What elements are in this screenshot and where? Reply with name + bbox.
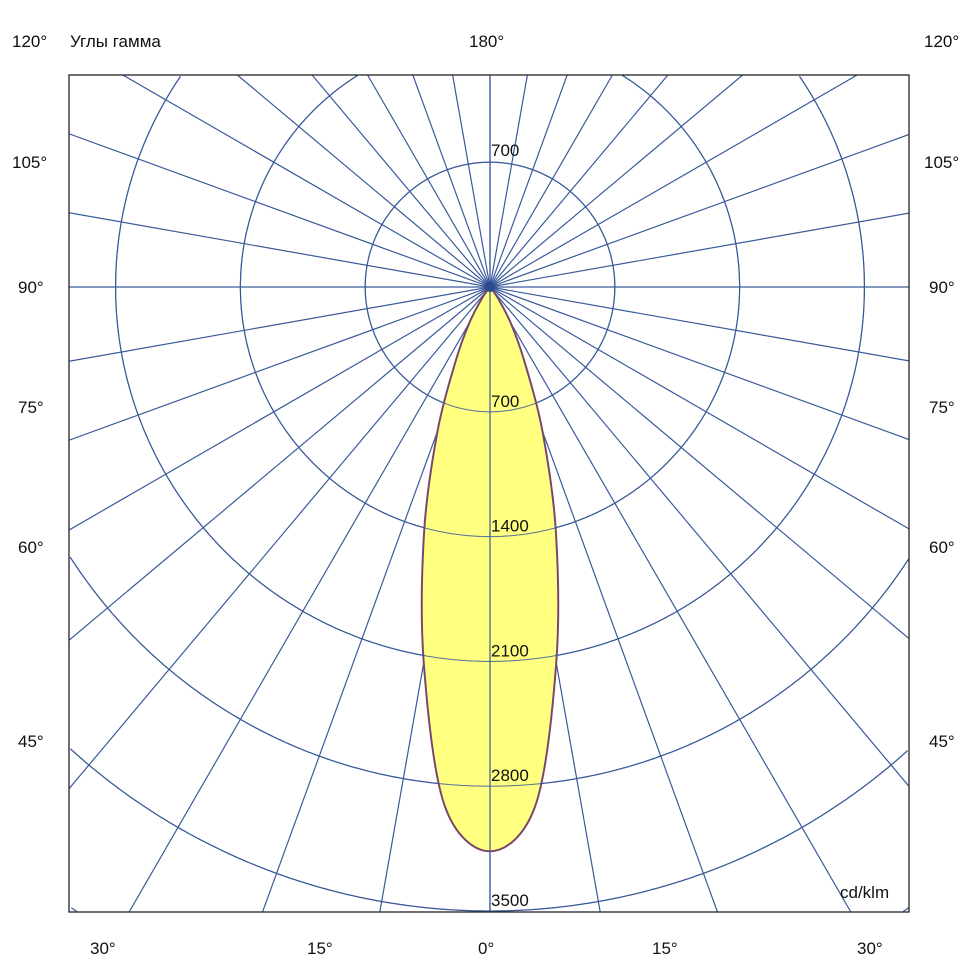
right-angle-label: 90° [929, 278, 955, 297]
radial-tick-label: 700 [491, 392, 519, 411]
chart-title: Углы гамма [70, 32, 161, 51]
radial-tick-label: 2800 [491, 766, 529, 785]
grid-circle-overlay [115, 75, 865, 662]
bottom-angle-label: 15° [652, 939, 678, 958]
grid-radial-line [261, 75, 568, 912]
radial-tick-labels: 700 700 1400 2100 2800 3500 [491, 141, 529, 910]
right-angle-label: 75° [929, 398, 955, 417]
grid-radial-line [412, 75, 719, 912]
right-angle-label: 105° [924, 153, 959, 172]
right-angle-label: 60° [929, 538, 955, 557]
left-angle-label: 90° [18, 278, 44, 297]
left-angle-label: 120° [12, 32, 47, 51]
grid-circle-overlay [239, 75, 741, 538]
left-angle-label: 105° [12, 153, 47, 172]
bottom-angle-label: 0° [478, 939, 494, 958]
grid-radial-line [69, 75, 669, 790]
grid-circle [70, 907, 909, 912]
grid-radial-line [367, 75, 852, 912]
grid-circle-overlay [364, 161, 616, 413]
grid-radial-line [69, 75, 744, 641]
radial-tick-label: 3500 [491, 891, 529, 910]
grid-radial-line [128, 75, 613, 912]
grid-radial-line [69, 75, 858, 531]
grid-radial-line [122, 75, 909, 530]
radial-tick-label: 700 [491, 141, 519, 160]
bottom-angle-label: 30° [90, 939, 116, 958]
grid-radial-line [311, 75, 909, 787]
center-point [485, 282, 495, 292]
plot-frame [68, 74, 910, 913]
intensity-curve-group [69, 75, 909, 912]
left-angle-label: 45° [18, 732, 44, 751]
left-angle-label: 60° [18, 538, 44, 557]
grid-circle-overlay [69, 556, 909, 787]
radial-tick-label: 2100 [491, 641, 529, 660]
left-angle-label: 75° [18, 398, 44, 417]
grid-circle-overlay [70, 748, 908, 912]
grid-radial-line [236, 75, 909, 640]
right-angle-label: 45° [929, 732, 955, 751]
right-angle-label: 120° [924, 32, 959, 51]
unit-label: cd/klm [840, 883, 889, 902]
bottom-angle-label: 30° [857, 939, 883, 958]
top-angle-label: 180° [469, 32, 504, 51]
bottom-angle-label: 15° [307, 939, 333, 958]
radial-tick-label: 1400 [491, 517, 529, 536]
